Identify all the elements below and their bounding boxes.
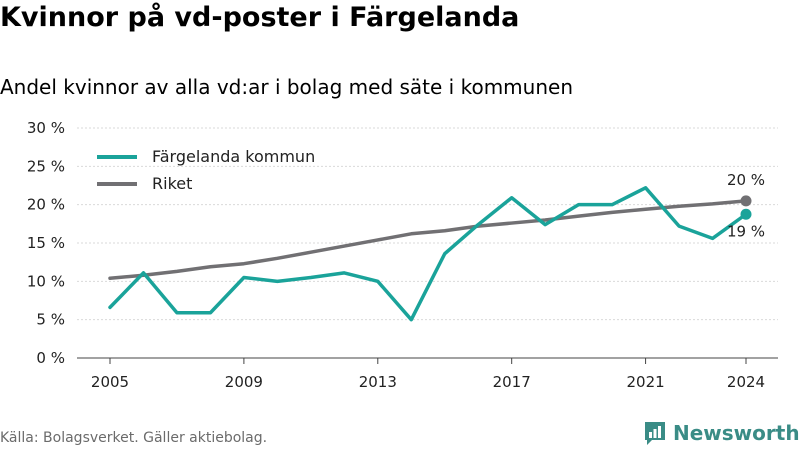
y-tick-label: 0 %	[36, 349, 65, 367]
x-tick-label: 2009	[225, 373, 263, 391]
series-end-label: 19 %	[727, 222, 765, 240]
series-end-label: 20 %	[727, 171, 765, 189]
source-note: Källa: Bolagsverket. Gäller aktiebolag.	[0, 430, 267, 446]
y-tick-label: 15 %	[27, 234, 65, 252]
legend-label: Färgelanda kommun	[152, 147, 315, 166]
brand-logo: Newsworthy	[643, 419, 800, 447]
x-tick-label: 2017	[493, 373, 531, 391]
line-chart: 0 % 5 % 10 % 15 % 20 % 25 % 30 % 2005 2009 2013 20…	[0, 0, 800, 410]
series-end-point-fargelanda	[741, 209, 752, 220]
x-tick-label: 2005	[91, 373, 129, 391]
y-tick-label: 20 %	[27, 196, 65, 214]
legend-label: Riket	[152, 174, 192, 193]
x-tick-label: 2024	[727, 373, 765, 391]
series-line-riket	[110, 201, 746, 278]
y-tick-label: 10 %	[27, 272, 65, 290]
y-tick-label: 30 %	[27, 119, 65, 137]
y-tick-label: 5 %	[36, 311, 65, 329]
x-tick-label: 2013	[359, 373, 397, 391]
y-tick-label: 25 %	[27, 157, 65, 175]
x-tick-label: 2021	[626, 373, 664, 391]
newsworthy-logo-icon	[643, 420, 667, 446]
brand-name: Newsworthy	[673, 421, 800, 445]
series-end-point-riket	[741, 195, 752, 206]
